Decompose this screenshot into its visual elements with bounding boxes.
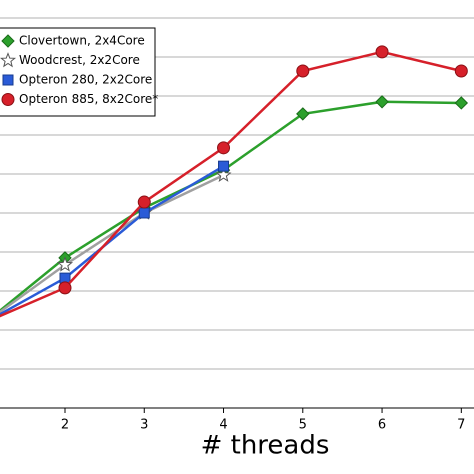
x-axis-label: # threads <box>201 431 330 461</box>
marker <box>58 281 72 295</box>
legend-box <box>0 27 156 117</box>
marker <box>296 64 310 78</box>
x-tick-label: 7 <box>457 418 465 433</box>
marker <box>454 96 469 110</box>
plot-area <box>0 45 469 318</box>
legend-label: Opteron 885, 8x2Core* <box>19 92 158 106</box>
marker <box>215 166 232 182</box>
marker <box>137 195 151 209</box>
x-tick-label: 5 <box>299 418 307 433</box>
legend-label: Woodcrest, 2x2Core <box>19 53 140 67</box>
series-line <box>0 165 225 316</box>
marker <box>218 160 230 172</box>
x-tick-label: 3 <box>140 418 148 433</box>
x-tick-label: 4 <box>219 418 227 433</box>
marker <box>375 45 389 59</box>
marker <box>375 95 389 109</box>
marker <box>1 93 15 106</box>
marker <box>138 207 150 219</box>
marker <box>296 107 310 121</box>
legend-label: Opteron 280, 2x2Core <box>19 73 152 87</box>
x-tick-label: 6 <box>378 418 386 433</box>
legend-label: Clovertown, 2x4Core <box>19 34 145 48</box>
marker <box>217 141 231 155</box>
marker <box>56 256 74 272</box>
series-line <box>0 174 225 314</box>
marker <box>1 34 15 48</box>
marker <box>2 74 14 86</box>
x-tick-label: 2 <box>61 418 69 433</box>
x-ticks: 2 3 4 5 6 7 <box>61 408 465 433</box>
marker <box>0 52 17 68</box>
marker <box>454 64 468 78</box>
legend: Clovertown, 2x4Core Woodcrest, 2x2Core Opt… <box>0 27 158 117</box>
grid <box>0 17 474 409</box>
